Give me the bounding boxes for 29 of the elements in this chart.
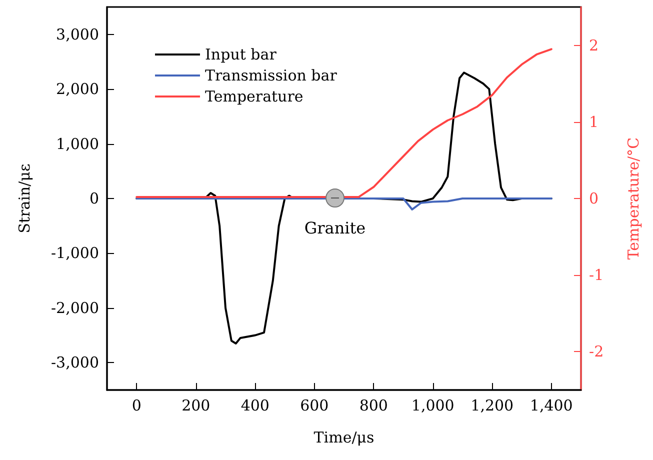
x-tick-label: 1,400: [530, 396, 573, 414]
x-axis-title: Time/μs: [314, 428, 374, 446]
legend-label: Input bar: [205, 46, 278, 64]
legend-label: Temperature: [205, 88, 304, 106]
y2-tick-label: -2: [589, 342, 604, 361]
x-tick-label: 1,000: [411, 396, 454, 414]
y2-tick-label: -1: [589, 266, 604, 284]
y-tick-label: -1,000: [50, 244, 99, 262]
y-tick-label: 1,000: [56, 134, 99, 153]
line-series: [136, 198, 552, 210]
x-tick-label: 600: [300, 396, 329, 414]
y2-tick-label: 0: [589, 190, 599, 208]
y-axis-title: Strain/με: [16, 164, 34, 234]
x-tick-label: 1,200: [470, 396, 514, 414]
y-tick-label: -2,000: [50, 298, 99, 317]
y2-tick-label: 2: [589, 36, 599, 54]
x-tick-label: 400: [240, 396, 270, 414]
y2-tick-label: 1: [589, 112, 599, 131]
y-tick-label: 3,000: [56, 25, 99, 44]
line-series: [136, 48, 552, 198]
annotation: Granite: [304, 218, 366, 238]
x-tick-label: 800: [359, 396, 388, 414]
legend-label: Transmission bar: [205, 66, 338, 84]
y-tick-label: 2,000: [56, 80, 99, 98]
y2-axis-title: Temperature/°C: [624, 137, 642, 260]
y-tick-label: 0: [89, 190, 99, 208]
y-tick-label: -3,000: [50, 354, 99, 372]
x-tick-label: 200: [182, 396, 210, 414]
x-tick-label: 0: [132, 396, 142, 414]
